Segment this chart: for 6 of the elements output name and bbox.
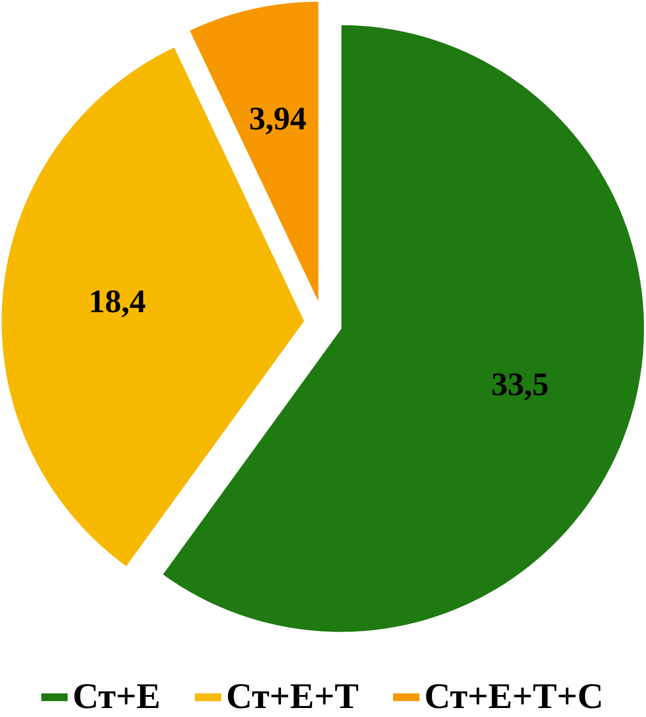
slice-label: Ст+Е: [74, 684, 159, 708]
legend-label: Ст+Е+Т+С: [426, 684, 601, 708]
data-label: 33,5: [492, 373, 548, 400]
data-label: 3,94: [250, 108, 306, 134]
legend-label: Ст+Е+Т: [228, 684, 358, 708]
data-label: 18,4: [91, 290, 146, 318]
